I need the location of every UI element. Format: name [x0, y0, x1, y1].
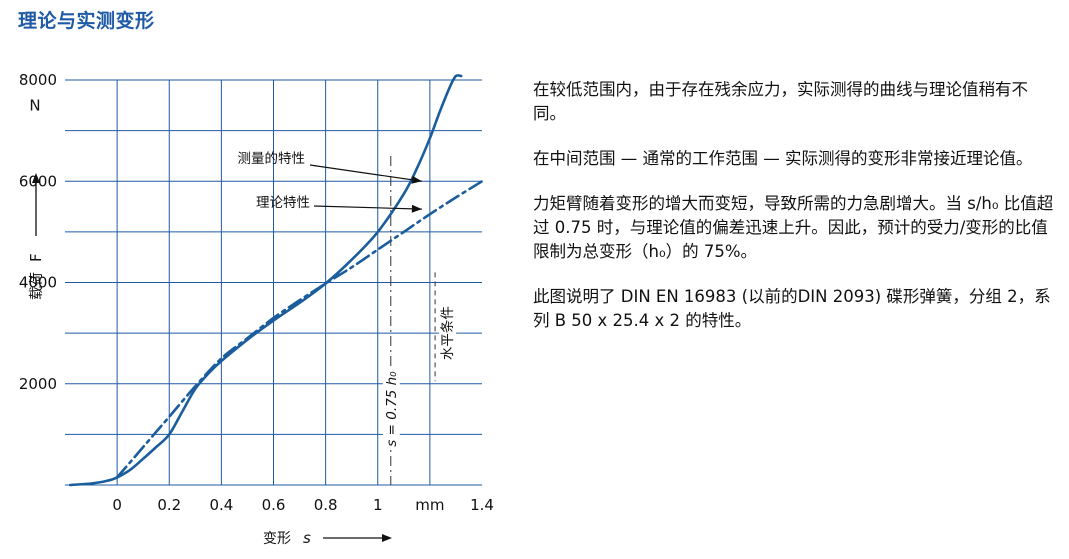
y-axis-symbol: F — [27, 253, 45, 262]
y-axis-label: 载荷 — [29, 272, 45, 300]
curve-label: 测量的特性 — [238, 151, 306, 167]
paragraph-3: 力矩臂随着变形的增大而变短，导致所需的力急剧增大。当 s/h₀ 比值超过 0.7… — [533, 194, 1054, 261]
x-axis-label: 变形 — [263, 531, 291, 547]
x-tick-label: 1 — [373, 496, 383, 514]
page-title: 理论与实测变形 — [18, 10, 155, 32]
x-tick-label: 0.6 — [262, 496, 286, 514]
horizontal-condition-label: 水平条件 — [439, 306, 456, 360]
x-tick-label: 0.2 — [157, 496, 181, 514]
ref-label-group: s = 0.75 h₀ — [382, 369, 400, 450]
s-075h0-label: s = 0.75 h₀ — [384, 371, 400, 447]
paragraph-1: 在较低范围内，由于存在残余应力，实际测得的曲线与理论值稍有不同。 — [533, 80, 1028, 123]
x-tick-label: 1.4 — [470, 496, 494, 514]
description: 在较低范围内，由于存在残余应力，实际测得的曲线与理论值稍有不同。 在中间范围 —… — [533, 78, 1058, 354]
ref-label-bg — [382, 369, 400, 450]
x-axis-symbol: s — [303, 529, 311, 547]
curve-label: 理论特性 — [256, 195, 310, 211]
y-tick-label: 4000 — [19, 274, 57, 292]
chart-grid — [65, 79, 482, 486]
x-tick-label: mm — [415, 496, 444, 514]
ref-label-group: 水平条件 — [439, 293, 457, 374]
paragraph-4: 此图说明了 DIN EN 16983 (以前的DIN 2093) 碟形弹簧，分组… — [533, 287, 1051, 330]
y-axis-arrow-head — [32, 173, 40, 183]
ref-label-bg — [439, 293, 457, 374]
y-tick-label: 2000 — [19, 375, 57, 393]
x-tick-label: 0 — [112, 496, 122, 514]
chart-axis-labels: 变形 s 载荷 F — [27, 173, 392, 547]
y-tick-label: 8000 — [19, 71, 57, 89]
y-unit-label: N — [29, 96, 40, 114]
reference-lines: s = 0.75 h₀ 水平条件 — [382, 155, 457, 485]
x-tick-label: 0.8 — [314, 496, 338, 514]
curve-label-arrow — [313, 205, 422, 210]
paragraph-2: 在中间范围 — 通常的工作范围 — 实际测得的变形非常接近理论值。 — [533, 149, 1033, 168]
theoretical-curve — [115, 180, 484, 479]
curve-label-arrowhead — [411, 175, 422, 184]
curve-label-arrowhead — [411, 204, 422, 213]
y-axis-label-group: 载荷 F — [27, 173, 45, 300]
curve-label-arrow — [309, 164, 422, 182]
measured-curve — [68, 74, 463, 487]
x-tick-label: 0.4 — [209, 496, 233, 514]
x-axis-arrow-head — [382, 534, 392, 542]
chart-series — [68, 74, 484, 487]
